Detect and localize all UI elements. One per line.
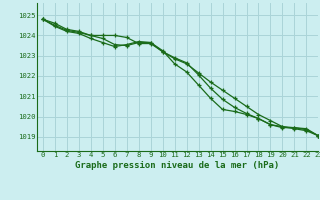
X-axis label: Graphe pression niveau de la mer (hPa): Graphe pression niveau de la mer (hPa): [76, 161, 280, 170]
